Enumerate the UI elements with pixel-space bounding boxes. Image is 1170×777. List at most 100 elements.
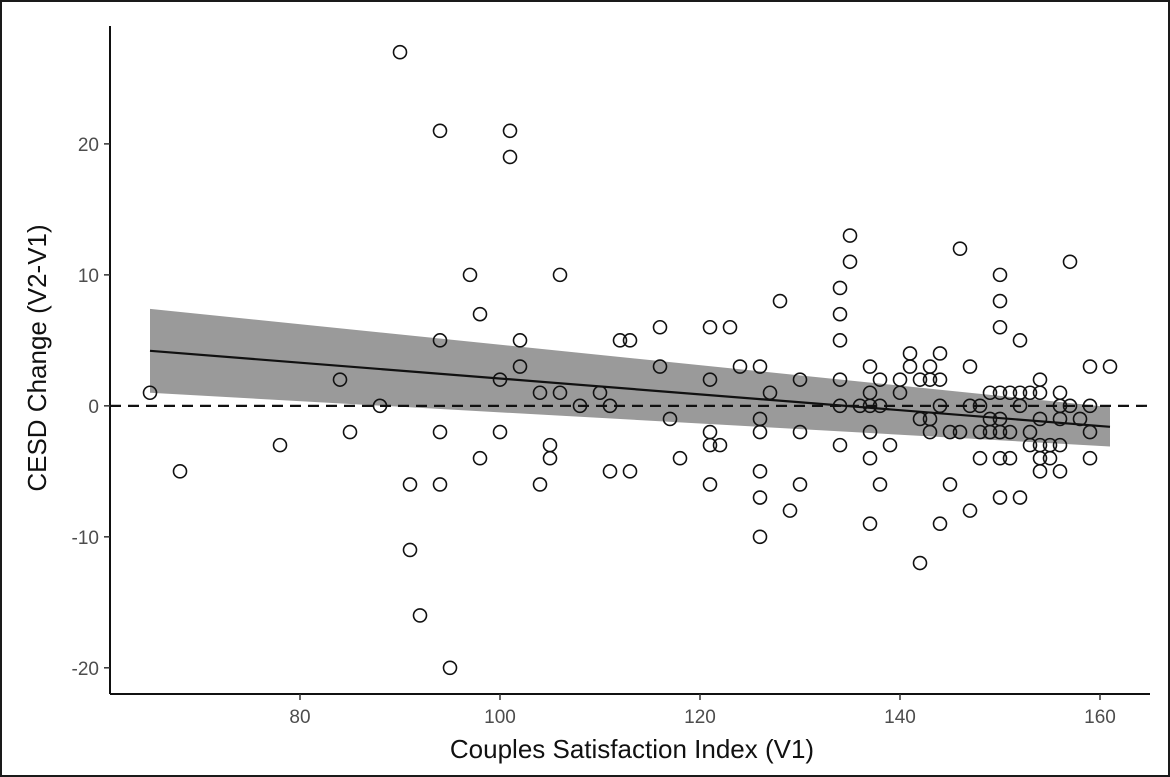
y-tick-label: -20 bbox=[72, 659, 99, 680]
confidence-band bbox=[150, 308, 1110, 447]
axes bbox=[104, 26, 1150, 700]
data-point bbox=[852, 398, 868, 414]
regression-line bbox=[149, 349, 1111, 428]
data-point bbox=[962, 359, 978, 374]
data-point bbox=[712, 437, 728, 453]
data-point bbox=[532, 385, 548, 401]
data-point bbox=[1032, 464, 1048, 479]
data-point bbox=[662, 411, 678, 427]
data-point bbox=[552, 267, 568, 283]
data-point bbox=[432, 333, 448, 348]
data-point bbox=[932, 372, 948, 387]
data-point bbox=[832, 280, 848, 296]
data-point bbox=[542, 450, 558, 466]
data-point bbox=[472, 306, 488, 322]
data-point bbox=[492, 372, 508, 387]
data-point bbox=[732, 359, 748, 374]
data-point bbox=[172, 464, 188, 479]
data-point bbox=[432, 123, 448, 139]
data-point bbox=[832, 398, 848, 414]
data-point bbox=[1032, 385, 1048, 401]
data-point bbox=[922, 372, 938, 387]
y-tick-label: -10 bbox=[72, 528, 99, 549]
data-point bbox=[932, 398, 948, 414]
data-point bbox=[702, 477, 718, 492]
data-point bbox=[542, 437, 558, 453]
data-point bbox=[872, 372, 888, 387]
data-point bbox=[972, 398, 988, 414]
data-point bbox=[1082, 424, 1098, 440]
data-point bbox=[752, 359, 768, 374]
tick-labels: 80 100 120 140 160 -20 -10 0 10 20 bbox=[72, 135, 1116, 728]
x-tick-label: 140 bbox=[884, 707, 916, 728]
data-point bbox=[552, 385, 568, 401]
data-point bbox=[982, 424, 998, 440]
data-point bbox=[1082, 398, 1098, 414]
data-point bbox=[862, 424, 878, 440]
data-point bbox=[1012, 398, 1028, 414]
data-point bbox=[602, 464, 618, 479]
data-point bbox=[1062, 398, 1078, 414]
y-axis-title: CESD Change (V2-V1) bbox=[22, 224, 52, 491]
data-point bbox=[1082, 450, 1098, 466]
data-point bbox=[992, 267, 1008, 283]
data-point bbox=[942, 477, 958, 492]
data-points bbox=[142, 44, 1118, 676]
data-point bbox=[402, 542, 418, 558]
data-point bbox=[442, 660, 458, 676]
x-axis-title: Couples Satisfaction Index (V1) bbox=[450, 734, 814, 764]
data-point bbox=[702, 424, 718, 440]
y-tick-label: 0 bbox=[88, 397, 99, 418]
data-point bbox=[532, 477, 548, 492]
data-point bbox=[372, 398, 388, 414]
data-point bbox=[702, 372, 718, 387]
data-point bbox=[982, 385, 998, 401]
data-point bbox=[572, 398, 588, 414]
x-tick-label: 160 bbox=[1084, 707, 1116, 728]
data-point bbox=[772, 293, 788, 309]
data-point bbox=[972, 424, 988, 440]
data-point bbox=[652, 319, 668, 335]
data-point bbox=[992, 424, 1008, 440]
data-point bbox=[1052, 464, 1068, 479]
data-point bbox=[972, 450, 988, 466]
data-point bbox=[652, 359, 668, 374]
data-point bbox=[622, 333, 638, 348]
data-point bbox=[1062, 254, 1078, 270]
data-point bbox=[902, 346, 918, 361]
data-point bbox=[922, 424, 938, 440]
data-point bbox=[912, 555, 928, 571]
data-point bbox=[332, 372, 348, 387]
data-point bbox=[912, 372, 928, 387]
data-point bbox=[1052, 385, 1068, 401]
data-point bbox=[502, 123, 518, 139]
data-point bbox=[1102, 359, 1118, 374]
data-point bbox=[432, 477, 448, 492]
data-point bbox=[862, 398, 878, 414]
data-point bbox=[592, 385, 608, 401]
data-point bbox=[1012, 333, 1028, 348]
data-point bbox=[892, 385, 908, 401]
data-point bbox=[872, 477, 888, 492]
x-tick-label: 120 bbox=[684, 707, 716, 728]
data-point bbox=[902, 359, 918, 374]
data-point bbox=[412, 608, 428, 623]
data-point bbox=[862, 450, 878, 466]
regression-line-layer bbox=[149, 349, 1111, 428]
data-point bbox=[872, 398, 888, 414]
data-point bbox=[952, 241, 968, 256]
data-point bbox=[752, 424, 768, 440]
data-point bbox=[932, 346, 948, 361]
data-point bbox=[792, 424, 808, 440]
data-point bbox=[462, 267, 478, 283]
data-point bbox=[762, 385, 778, 401]
data-point bbox=[832, 372, 848, 387]
data-point bbox=[702, 437, 718, 453]
data-point bbox=[832, 437, 848, 453]
data-point bbox=[392, 44, 408, 60]
data-point bbox=[882, 437, 898, 453]
data-point bbox=[402, 477, 418, 492]
data-point bbox=[832, 333, 848, 348]
